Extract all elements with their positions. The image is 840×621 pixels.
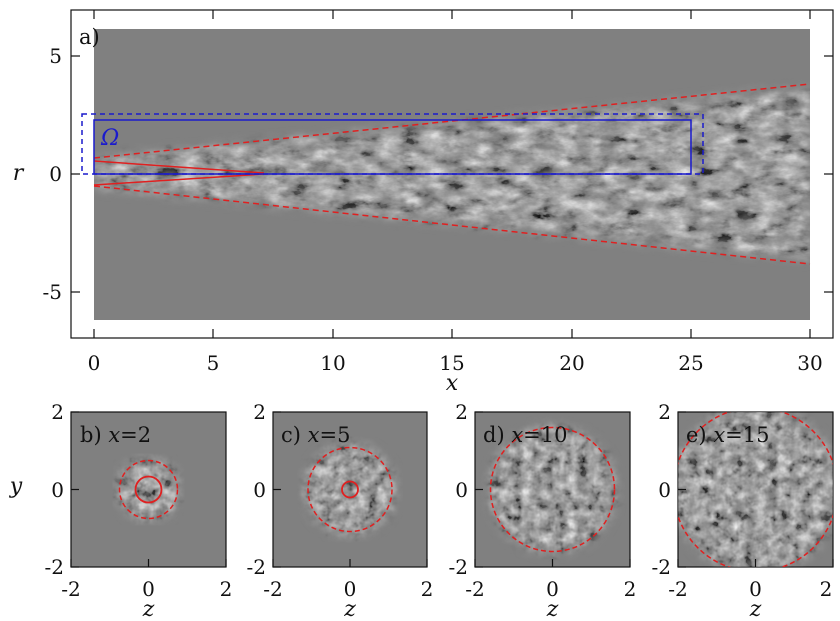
a-xtick-10: 10	[320, 351, 345, 375]
d-ytick-2: 2	[455, 400, 468, 424]
c-ytick-2: 2	[253, 400, 266, 424]
e-ytick-2: 2	[658, 400, 671, 424]
a-ytick-0: 0	[49, 162, 62, 186]
panel-e: e) x=15	[677, 411, 834, 568]
b-inner-circle	[134, 475, 163, 504]
b-ytick-2: 2	[51, 400, 64, 424]
d-ytick-0: 0	[455, 478, 468, 502]
a-xtick-30: 30	[797, 351, 822, 375]
d-xtick-2: 2	[624, 577, 637, 601]
b-ytick-m2: -2	[45, 555, 64, 579]
b-xtick-2: 2	[220, 577, 233, 601]
c-outer-circle	[307, 446, 393, 533]
e-xtick-0: 0	[749, 577, 762, 601]
c-inner-circle	[341, 480, 359, 499]
b-xlabel: z	[142, 597, 155, 621]
c-xtick-m2: -2	[263, 577, 282, 601]
a-xlabel: x	[446, 371, 459, 396]
core-upper-line	[93, 160, 265, 174]
c-xtick-0: 0	[344, 577, 357, 601]
e-xtick-m2: -2	[668, 577, 687, 601]
a-xtick-25: 25	[678, 351, 703, 375]
panel-a: Ω a) 5 0 -5 0 5 10 15 20 25 30 x r	[13, 9, 834, 396]
b-xtick-0: 0	[142, 577, 155, 601]
small-ylabel: y	[9, 474, 23, 499]
c-xlabel: z	[343, 597, 356, 621]
core-lower-line	[93, 173, 265, 186]
domain-omega-label: Ω	[100, 126, 119, 151]
a-xtick-15: 15	[439, 351, 464, 375]
a-ytick-m5: -5	[43, 280, 62, 304]
cone-lower-line	[93, 185, 811, 265]
domain-box-dashed	[81, 113, 704, 175]
e-xlabel: z	[749, 597, 762, 621]
e-xtick-2: 2	[820, 577, 833, 601]
panel-b: b) x=2	[70, 411, 227, 568]
a-xtick-0: 0	[88, 351, 101, 375]
d-xlabel: z	[546, 597, 559, 621]
b-outer-circle	[118, 459, 179, 520]
d-ytick-m2: -2	[449, 555, 468, 579]
a-xtick-20: 20	[559, 351, 584, 375]
b-ytick-0: 0	[51, 478, 64, 502]
c-ytick-m2: -2	[247, 555, 266, 579]
d-xtick-0: 0	[546, 577, 559, 601]
d-xtick-m2: -2	[465, 577, 484, 601]
a-ytick-5: 5	[49, 44, 62, 68]
panel-d: d) x=10	[474, 411, 631, 568]
b-xtick-m2: -2	[61, 577, 80, 601]
a-xtick-5: 5	[207, 351, 220, 375]
c-title: c) x=5	[281, 423, 350, 447]
d-outer-circle	[489, 426, 616, 553]
panel-c: c) x=5	[272, 411, 428, 568]
a-ylabel: r	[13, 161, 25, 186]
e-ytick-0: 0	[658, 478, 671, 502]
panel-a-label: a)	[79, 25, 100, 49]
e-title: e) x=15	[686, 423, 769, 447]
e-ytick-m2: -2	[652, 555, 671, 579]
c-ytick-0: 0	[253, 478, 266, 502]
c-xtick-2: 2	[421, 577, 434, 601]
b-title: b) x=2	[80, 423, 151, 447]
d-title: d) x=10	[483, 423, 568, 447]
